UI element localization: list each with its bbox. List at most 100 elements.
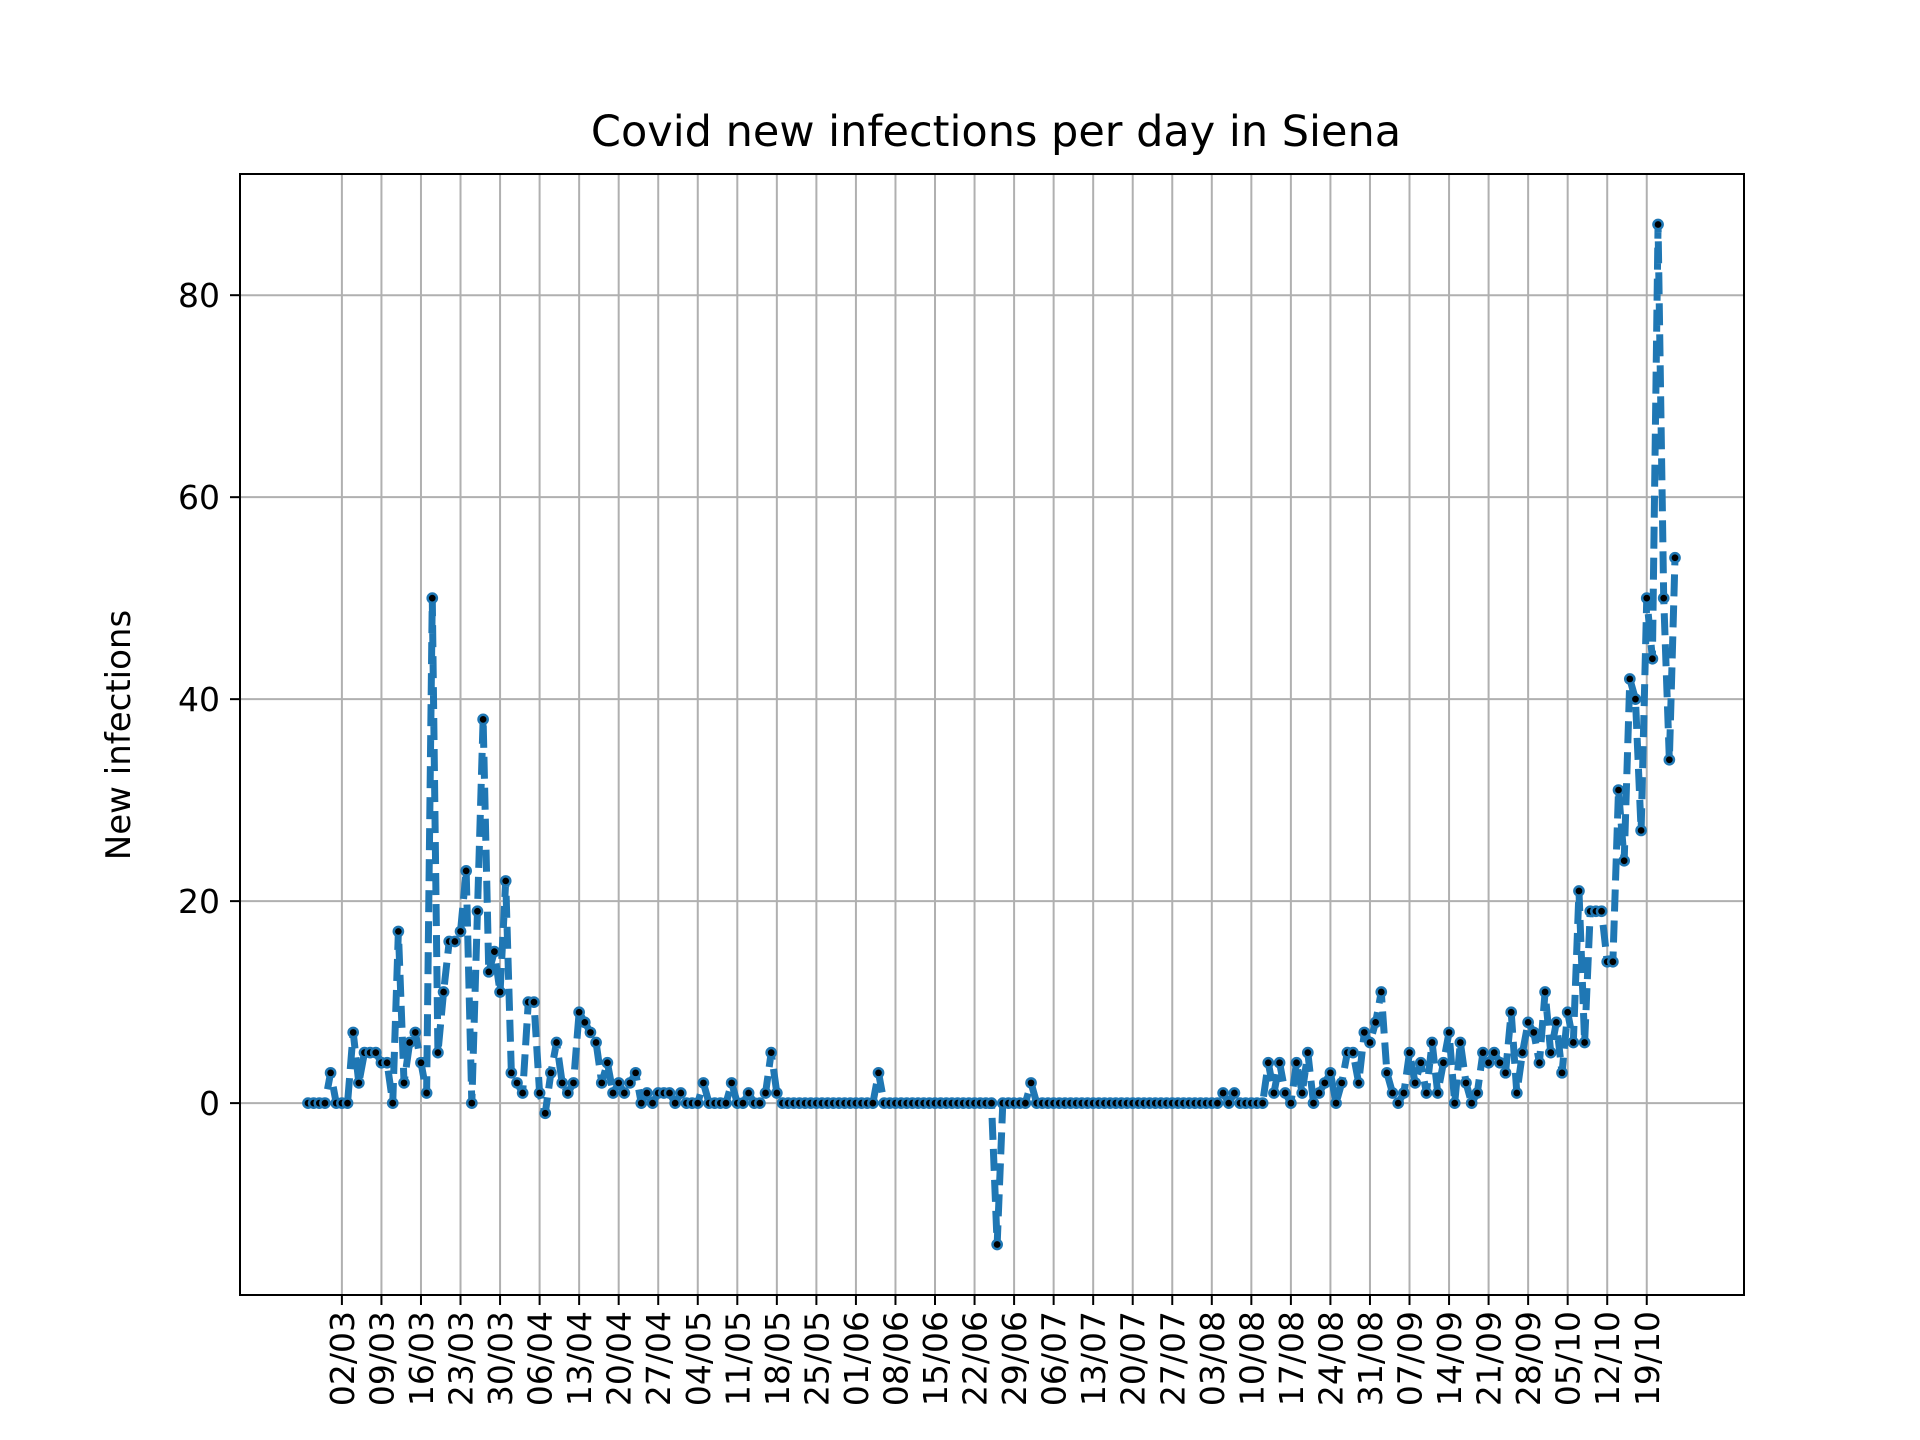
x-tick-label: 20/04 — [600, 1311, 639, 1406]
data-point — [347, 1026, 360, 1039]
data-point — [1228, 1087, 1241, 1099]
data-point — [1646, 652, 1659, 665]
data-point — [1652, 218, 1664, 231]
data-point — [545, 1066, 557, 1079]
data-point — [669, 1097, 682, 1109]
x-axis: 02/03 09/03 16/03 23/03 30/03 06/04 13/04 20/04… — [323, 1295, 1667, 1406]
data-point — [550, 1036, 563, 1049]
data-point — [737, 1097, 749, 1109]
x-tick-label: 04/05 — [679, 1311, 718, 1406]
x-tick-label: 01/06 — [837, 1311, 876, 1406]
data-point — [1460, 1077, 1472, 1089]
x-tick-label: 14/09 — [1430, 1311, 1469, 1406]
data-point — [1330, 1097, 1342, 1109]
data-point — [646, 1097, 659, 1109]
data-point — [511, 1077, 523, 1089]
data-point — [1279, 1087, 1292, 1099]
data-point — [573, 1006, 585, 1019]
data-point — [1290, 1056, 1303, 1069]
data-point — [754, 1097, 766, 1109]
data-point — [392, 925, 405, 938]
x-tick-label: 29/06 — [995, 1311, 1034, 1406]
data-point — [1273, 1056, 1286, 1069]
data-point — [561, 1087, 574, 1099]
x-tick-label: 20/07 — [1114, 1311, 1153, 1406]
data-point — [1211, 1097, 1224, 1109]
data-point — [1454, 1036, 1467, 1049]
x-tick-label: 11/05 — [718, 1311, 757, 1406]
data-point — [556, 1077, 569, 1089]
plot-area-frame — [239, 173, 1745, 1296]
data-point — [460, 864, 473, 877]
data-point — [872, 1066, 885, 1079]
data-point — [1550, 1016, 1563, 1029]
x-tick-label: 08/06 — [876, 1311, 915, 1406]
data-point — [381, 1056, 393, 1069]
x-tick-label: 22/06 — [956, 1311, 995, 1406]
data-point — [533, 1087, 546, 1099]
data-point — [471, 905, 484, 918]
data-point — [567, 1077, 580, 1089]
data-point — [319, 1097, 331, 1109]
x-tick-label: 19/10 — [1628, 1311, 1667, 1406]
x-tick-label: 09/03 — [362, 1311, 401, 1406]
data-point — [482, 965, 495, 978]
data-point — [1352, 1077, 1365, 1089]
x-tick-label: 12/10 — [1588, 1311, 1627, 1406]
data-point — [1217, 1087, 1229, 1099]
data-point — [516, 1087, 529, 1099]
x-tick-label: 15/06 — [916, 1311, 955, 1406]
data-point — [1268, 1087, 1280, 1099]
data-point — [1516, 1046, 1529, 1059]
data-point — [624, 1077, 636, 1089]
data-point — [612, 1077, 625, 1089]
data-point — [1544, 1046, 1557, 1059]
data-point — [1578, 1036, 1591, 1049]
data-point — [1369, 1016, 1382, 1029]
data-point — [635, 1097, 648, 1109]
data-point — [1403, 1046, 1416, 1059]
data-point — [1607, 955, 1619, 968]
data-point — [426, 592, 439, 605]
data-point — [437, 986, 450, 998]
data-point — [1635, 824, 1647, 837]
x-tick-label: 06/07 — [1035, 1311, 1074, 1406]
data-point — [1301, 1046, 1314, 1059]
data-point — [1285, 1097, 1297, 1109]
x-tick-label: 27/04 — [639, 1311, 678, 1406]
data-point — [1465, 1097, 1478, 1109]
data-point — [607, 1087, 619, 1099]
data-point — [403, 1036, 416, 1049]
y-tick-label: 20 — [178, 882, 220, 921]
data-point — [590, 1036, 602, 1049]
data-point — [432, 1046, 444, 1059]
data-point — [618, 1087, 631, 1099]
data-point — [1222, 1097, 1235, 1109]
data-point — [1262, 1056, 1275, 1069]
x-tick-label: 30/03 — [481, 1311, 520, 1406]
data-point — [1629, 693, 1642, 706]
data-point — [663, 1087, 676, 1099]
data-point — [720, 1097, 732, 1109]
data-point — [1567, 1036, 1580, 1049]
data-point — [867, 1097, 879, 1109]
data-point — [674, 1087, 687, 1099]
data-point — [465, 1097, 478, 1109]
x-tick-label: 27/07 — [1153, 1311, 1192, 1406]
data-point — [1488, 1046, 1501, 1059]
data-markers — [302, 218, 1681, 1251]
data-point — [454, 925, 467, 938]
data-point — [1019, 1097, 1032, 1109]
data-point — [629, 1066, 642, 1079]
data-point — [1539, 986, 1551, 998]
data-point — [1426, 1036, 1438, 1049]
data-point — [409, 1026, 422, 1039]
data-point — [691, 1097, 704, 1109]
data-point — [725, 1077, 738, 1089]
data-point — [1364, 1036, 1376, 1049]
data-point — [352, 1077, 365, 1089]
data-point — [494, 986, 506, 998]
x-tick-label: 07/09 — [1391, 1311, 1430, 1406]
y-tick-label: 60 — [178, 478, 220, 517]
